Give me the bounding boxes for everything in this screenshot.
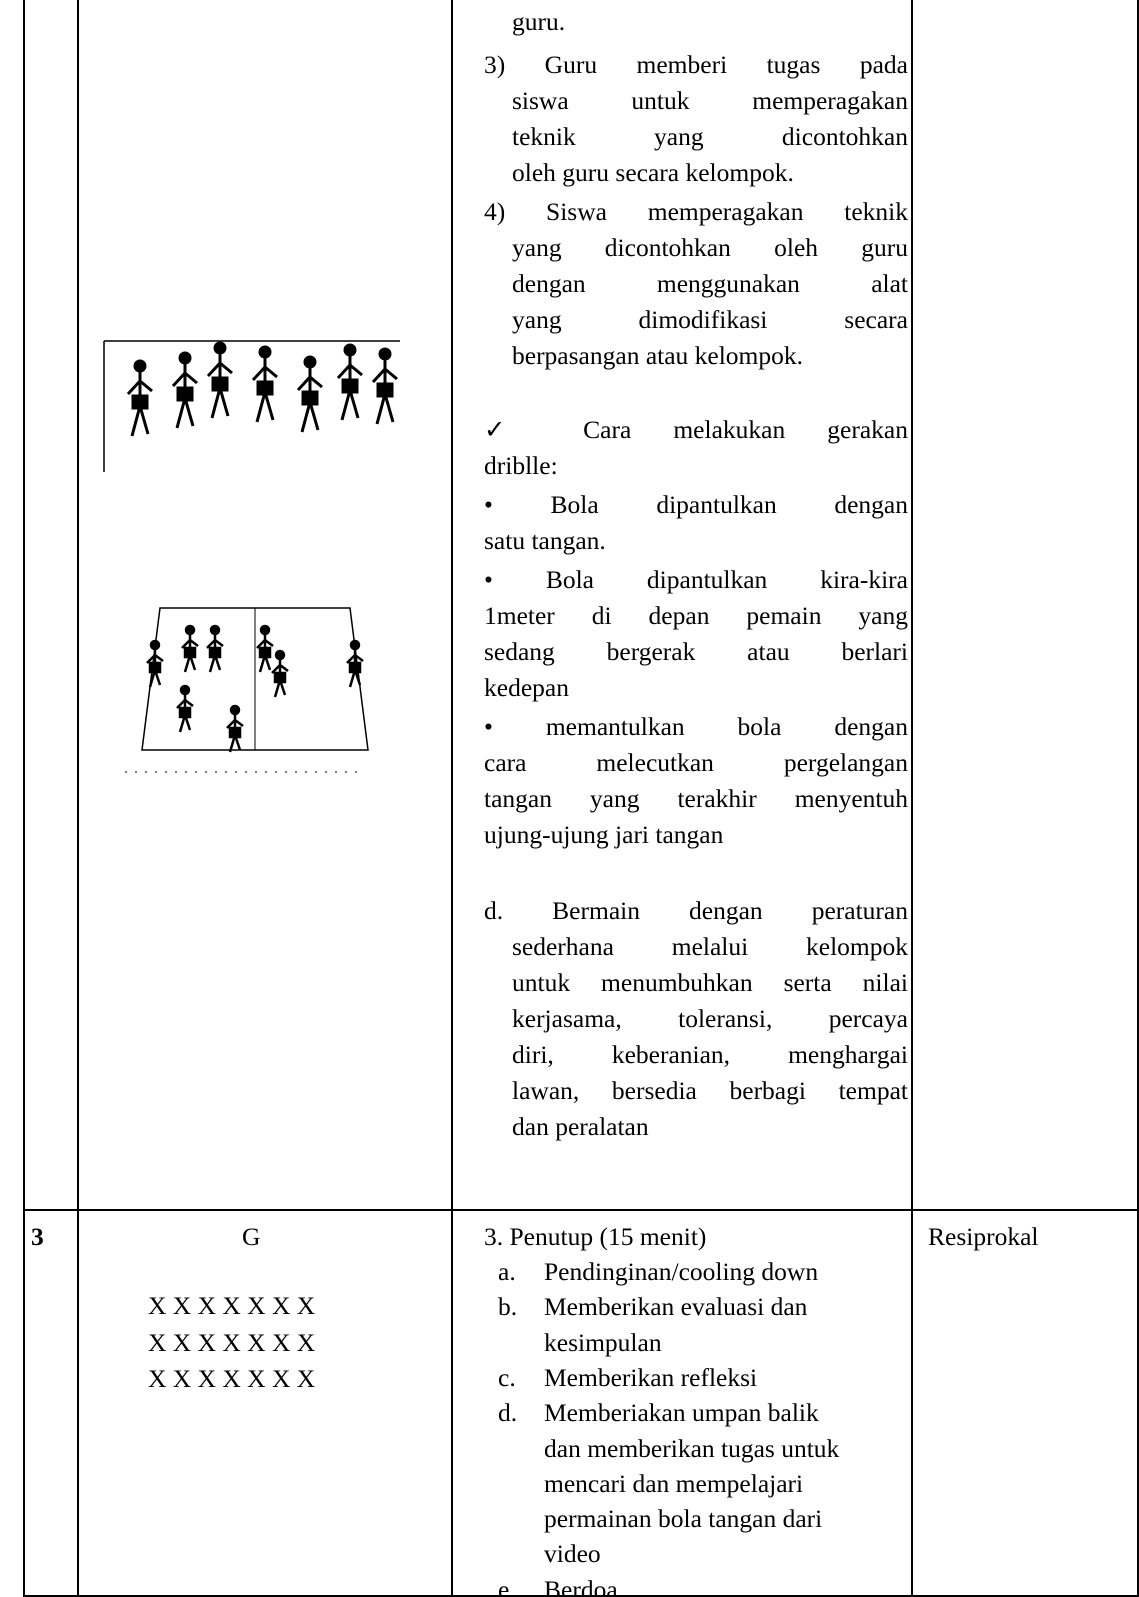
activity-line: sedang bergerak atau berlari	[484, 637, 908, 666]
list-line: Berdoa	[544, 1574, 618, 1597]
activity-line: lawan, bersedia berbagi tempat	[512, 1076, 908, 1105]
activity-line: untuk menumbuhkan serta nilai	[512, 968, 908, 997]
formation-label: G	[242, 1222, 261, 1251]
list-marker: c.	[498, 1362, 516, 1392]
activity-line: oleh guru secara kelompok.	[512, 158, 794, 187]
activity-line: 4) Siswa memperagakan teknik	[484, 197, 908, 226]
row-number: 3	[31, 1222, 44, 1251]
formation-row: X X X X X X X	[148, 1291, 316, 1320]
activity-line: dengan menggunakan alat	[512, 269, 908, 298]
activity-line: ujung-ujung jari tangan	[484, 820, 724, 849]
border	[1137, 0, 1139, 1597]
list-line: mencari dan mempelajari	[544, 1468, 804, 1498]
list-marker: e.	[498, 1574, 516, 1597]
border	[911, 0, 913, 1597]
activity-line: satu tangan.	[484, 526, 606, 555]
activity-line: sederhana melalui kelompok	[512, 932, 908, 961]
list-line: permainan bola tangan dari	[544, 1504, 823, 1534]
method: Resiprokal	[928, 1222, 1039, 1251]
list-line: Pendinginan/cooling down	[544, 1257, 819, 1286]
list-line: video	[544, 1539, 601, 1569]
activity-line: kerjasama, toleransi, percaya	[512, 1004, 908, 1033]
list-line: Memberikan refleksi	[544, 1362, 758, 1392]
activity-line: berpasangan atau kelompok.	[512, 341, 804, 370]
list-line: dan memberikan tugas untuk	[544, 1433, 840, 1463]
activity-line: • Bola dipantulkan kira-kira	[484, 565, 908, 594]
list-marker: a.	[498, 1257, 516, 1286]
activity-line: dan peralatan	[512, 1112, 649, 1141]
activity-line: teknik yang dicontohkan	[512, 122, 908, 151]
activity-line: d. Bermain dengan peraturan	[484, 896, 908, 925]
activity-line: ✓ Cara melakukan gerakan	[484, 415, 908, 444]
formation-row: X X X X X X X	[148, 1364, 316, 1393]
formation-row: X X X X X X X	[148, 1327, 316, 1357]
activity-heading: 3. Penutup (15 menit)	[484, 1222, 707, 1251]
activity-line: • memantulkan bola dengan	[484, 712, 908, 741]
activity-line: kedepan	[484, 673, 569, 702]
activity-line: yang dicontohkan oleh guru	[512, 233, 908, 262]
illustration-players	[103, 340, 400, 472]
activity-line: yang dimodifikasi secara	[512, 305, 908, 334]
activity-line: guru.	[512, 7, 566, 36]
border	[23, 1209, 1139, 1211]
border	[23, 1595, 1139, 1597]
illustration-court	[125, 607, 369, 773]
activity-line: cara melecutkan pergelangan	[484, 748, 908, 777]
activity-line: 3) Guru memberi tugas pada	[484, 50, 908, 79]
activity-line: • Bola dipantulkan dengan	[484, 490, 908, 519]
border	[77, 0, 79, 1597]
activity-line: diri, keberanian, menghargai	[512, 1040, 908, 1069]
list-line: Memberikan evaluasi dan	[544, 1292, 808, 1322]
list-marker: d.	[498, 1398, 518, 1428]
activity-line: driblle:	[484, 451, 558, 480]
list-line: kesimpulan	[544, 1327, 662, 1357]
activity-line: siswa untuk memperagakan	[512, 86, 908, 115]
activity-line: tangan yang terakhir menyentuh	[484, 784, 908, 813]
list-line: Memberiakan umpan balik	[544, 1398, 819, 1428]
activity-line: 1meter di depan pemain yang	[484, 601, 908, 630]
border	[451, 0, 453, 1597]
list-marker: b.	[498, 1292, 518, 1322]
border	[23, 0, 25, 1597]
